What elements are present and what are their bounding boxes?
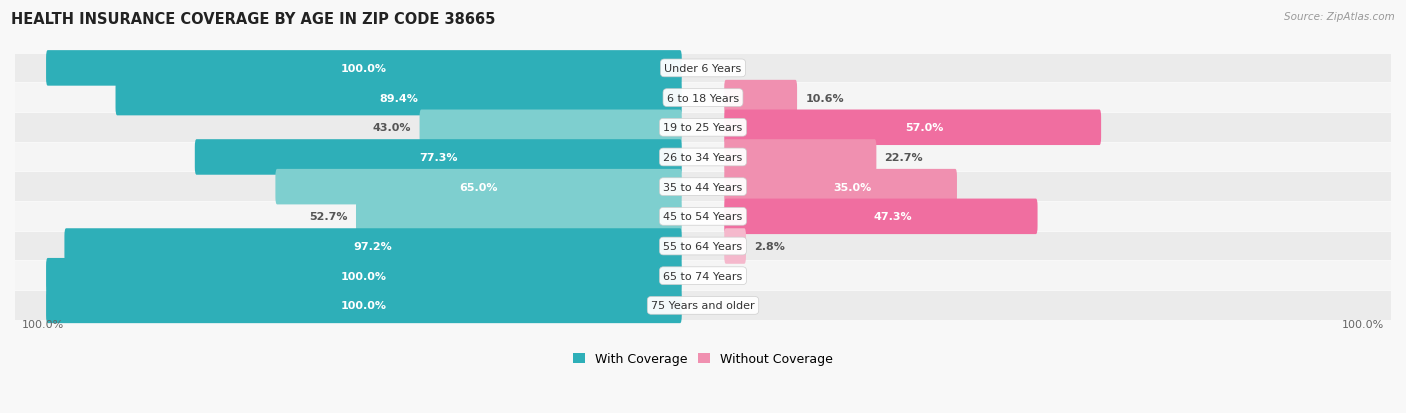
Bar — [15, 292, 1391, 320]
Text: 52.7%: 52.7% — [309, 212, 347, 222]
Text: 43.0%: 43.0% — [373, 123, 412, 133]
Bar — [15, 203, 1391, 231]
Text: 57.0%: 57.0% — [905, 123, 943, 133]
Text: HEALTH INSURANCE COVERAGE BY AGE IN ZIP CODE 38665: HEALTH INSURANCE COVERAGE BY AGE IN ZIP … — [11, 12, 496, 27]
Text: 65.0%: 65.0% — [460, 182, 498, 192]
FancyBboxPatch shape — [724, 169, 957, 205]
FancyBboxPatch shape — [724, 140, 876, 175]
Text: 75 Years and older: 75 Years and older — [651, 301, 755, 311]
Text: 65 to 74 Years: 65 to 74 Years — [664, 271, 742, 281]
Bar — [15, 232, 1391, 261]
Text: Source: ZipAtlas.com: Source: ZipAtlas.com — [1284, 12, 1395, 22]
Text: 6 to 18 Years: 6 to 18 Years — [666, 93, 740, 103]
Text: 22.7%: 22.7% — [884, 152, 924, 163]
FancyBboxPatch shape — [46, 51, 682, 86]
FancyBboxPatch shape — [356, 199, 682, 235]
Text: 55 to 64 Years: 55 to 64 Years — [664, 242, 742, 252]
Text: 19 to 25 Years: 19 to 25 Years — [664, 123, 742, 133]
Text: 100.0%: 100.0% — [1343, 319, 1385, 329]
Bar — [15, 55, 1391, 83]
Text: 100.0%: 100.0% — [340, 271, 387, 281]
Bar — [15, 262, 1391, 290]
Bar — [15, 114, 1391, 142]
Text: 10.6%: 10.6% — [806, 93, 844, 103]
Text: 2.8%: 2.8% — [754, 242, 785, 252]
FancyBboxPatch shape — [724, 199, 1038, 235]
FancyBboxPatch shape — [724, 81, 797, 116]
Text: 45 to 54 Years: 45 to 54 Years — [664, 212, 742, 222]
FancyBboxPatch shape — [276, 169, 682, 205]
Bar — [15, 143, 1391, 172]
FancyBboxPatch shape — [724, 229, 747, 264]
Text: 26 to 34 Years: 26 to 34 Years — [664, 152, 742, 163]
Text: 77.3%: 77.3% — [419, 152, 457, 163]
Bar — [15, 84, 1391, 113]
Text: 47.3%: 47.3% — [873, 212, 911, 222]
Legend: With Coverage, Without Coverage: With Coverage, Without Coverage — [568, 347, 838, 370]
Bar — [15, 173, 1391, 202]
FancyBboxPatch shape — [65, 229, 682, 264]
Text: 35 to 44 Years: 35 to 44 Years — [664, 182, 742, 192]
FancyBboxPatch shape — [115, 81, 682, 116]
FancyBboxPatch shape — [46, 258, 682, 294]
Text: 100.0%: 100.0% — [340, 301, 387, 311]
FancyBboxPatch shape — [419, 110, 682, 146]
Text: 35.0%: 35.0% — [832, 182, 872, 192]
Text: 100.0%: 100.0% — [340, 64, 387, 74]
FancyBboxPatch shape — [46, 288, 682, 323]
Text: 89.4%: 89.4% — [380, 93, 418, 103]
FancyBboxPatch shape — [195, 140, 682, 175]
FancyBboxPatch shape — [724, 110, 1101, 146]
Text: 97.2%: 97.2% — [354, 242, 392, 252]
Text: Under 6 Years: Under 6 Years — [665, 64, 741, 74]
Text: 100.0%: 100.0% — [21, 319, 63, 329]
